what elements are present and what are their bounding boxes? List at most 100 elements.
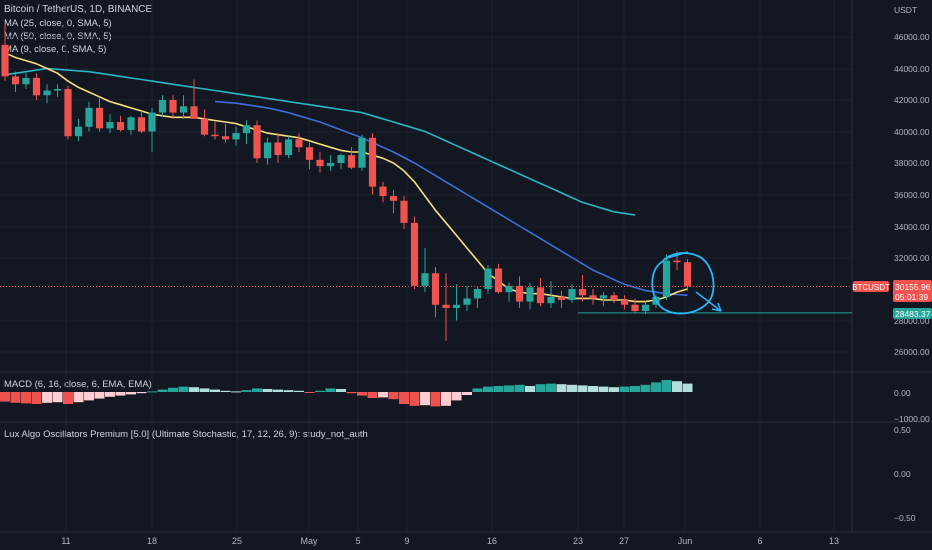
candle[interactable] <box>536 277 545 307</box>
candle[interactable] <box>169 95 177 119</box>
macd-group[interactable] <box>0 380 693 407</box>
candle[interactable] <box>295 133 303 152</box>
macd-bar[interactable] <box>262 389 273 392</box>
macd-bar[interactable] <box>525 386 535 392</box>
macd-bar[interactable] <box>168 387 178 392</box>
symbol-badge[interactable] <box>853 281 889 292</box>
macd-bar[interactable] <box>598 386 609 392</box>
candle[interactable] <box>242 120 251 145</box>
macd-bar[interactable] <box>651 382 661 392</box>
candle[interactable] <box>284 136 293 159</box>
candle[interactable] <box>274 133 282 163</box>
candle[interactable] <box>64 85 72 140</box>
macd-bar[interactable] <box>556 384 567 392</box>
macd-bar[interactable] <box>304 392 315 393</box>
macd-bar[interactable] <box>367 392 378 398</box>
macd-bar[interactable] <box>283 390 294 392</box>
macd-bar[interactable] <box>609 387 619 392</box>
macd-bar[interactable] <box>126 392 136 395</box>
candle[interactable] <box>1 24 9 82</box>
macd-bar[interactable] <box>63 392 73 404</box>
candle[interactable] <box>32 73 41 100</box>
candle[interactable] <box>568 284 576 304</box>
candle[interactable] <box>148 107 156 152</box>
candle[interactable] <box>43 84 51 104</box>
arrow-head[interactable] <box>711 302 722 312</box>
macd-bar[interactable] <box>10 392 21 403</box>
candle[interactable] <box>127 115 135 135</box>
macd-bar[interactable] <box>577 385 588 392</box>
macd-bar[interactable] <box>462 392 472 395</box>
macd-bar[interactable] <box>483 386 493 392</box>
macd-bar[interactable] <box>493 386 504 392</box>
candle[interactable] <box>389 189 398 214</box>
candle[interactable] <box>557 290 566 308</box>
candle[interactable] <box>641 301 650 315</box>
candle[interactable] <box>74 118 83 141</box>
macd-bar[interactable] <box>346 392 357 394</box>
candle[interactable] <box>494 263 503 294</box>
candle[interactable] <box>232 126 240 146</box>
candle[interactable] <box>200 109 209 137</box>
macd-bar[interactable] <box>178 386 189 392</box>
macd-label[interactable]: MACD (6, 16, close, 6, EMA, EMA) <box>4 379 152 390</box>
trend-line[interactable] <box>663 251 689 260</box>
candle[interactable] <box>85 101 93 132</box>
macd-bar[interactable] <box>336 389 346 392</box>
macd-bar[interactable] <box>430 392 441 407</box>
macd-bar[interactable] <box>73 392 84 403</box>
macd-bar[interactable] <box>619 386 630 392</box>
candle[interactable] <box>211 122 219 140</box>
macd-bar[interactable] <box>546 383 556 392</box>
candle[interactable] <box>179 95 188 119</box>
macd-bar[interactable] <box>640 384 651 392</box>
macd-bar[interactable] <box>567 384 577 392</box>
macd-bar[interactable] <box>588 386 598 392</box>
macd-bar[interactable] <box>115 392 126 396</box>
macd-bar[interactable] <box>294 390 304 392</box>
macd-bar[interactable] <box>630 386 640 392</box>
level-badge[interactable] <box>893 308 932 319</box>
macd-bar[interactable] <box>157 389 168 392</box>
oscillator-label[interactable]: Lux Algo Oscillators Premium [5.0] (Ulti… <box>4 429 368 440</box>
candle[interactable] <box>463 285 471 312</box>
macd-bar[interactable] <box>147 391 157 393</box>
macd-bar[interactable] <box>451 392 462 401</box>
candle[interactable] <box>578 274 587 302</box>
candle[interactable] <box>400 196 408 230</box>
macd-bar[interactable] <box>105 392 115 397</box>
candle[interactable] <box>368 133 377 195</box>
macd-bar[interactable] <box>84 392 94 401</box>
candle[interactable] <box>53 84 62 97</box>
candle[interactable] <box>442 273 450 341</box>
macd-bar[interactable] <box>199 388 210 392</box>
macd-bar[interactable] <box>504 385 514 392</box>
macd-bar[interactable] <box>210 389 220 392</box>
candle[interactable] <box>358 134 366 171</box>
macd-bar[interactable] <box>420 392 430 406</box>
candle[interactable] <box>137 111 146 134</box>
macd-bar[interactable] <box>136 392 147 394</box>
macd-bar[interactable] <box>399 392 409 404</box>
candle[interactable] <box>410 216 419 289</box>
macd-bar[interactable] <box>189 387 199 392</box>
macd-bar[interactable] <box>535 384 546 392</box>
candle[interactable] <box>190 79 198 119</box>
candle[interactable] <box>95 98 104 132</box>
candle[interactable] <box>610 292 618 304</box>
candle[interactable] <box>11 71 20 93</box>
symbol-title[interactable]: Bitcoin / TetherUS, 1D, BINANCE <box>4 4 153 15</box>
macd-bar[interactable] <box>514 384 525 392</box>
macd-bar[interactable] <box>252 388 262 392</box>
candle[interactable] <box>316 151 324 173</box>
macd-bar[interactable] <box>31 392 42 404</box>
macd-bar[interactable] <box>94 392 105 399</box>
macd-bar[interactable] <box>273 389 283 392</box>
arrow-line[interactable] <box>695 291 722 312</box>
macd-bar[interactable] <box>220 390 231 392</box>
candle[interactable] <box>526 282 534 310</box>
candle[interactable] <box>106 114 114 134</box>
candle[interactable] <box>620 295 629 310</box>
macd-bar[interactable] <box>472 388 483 392</box>
candle[interactable] <box>158 95 167 118</box>
